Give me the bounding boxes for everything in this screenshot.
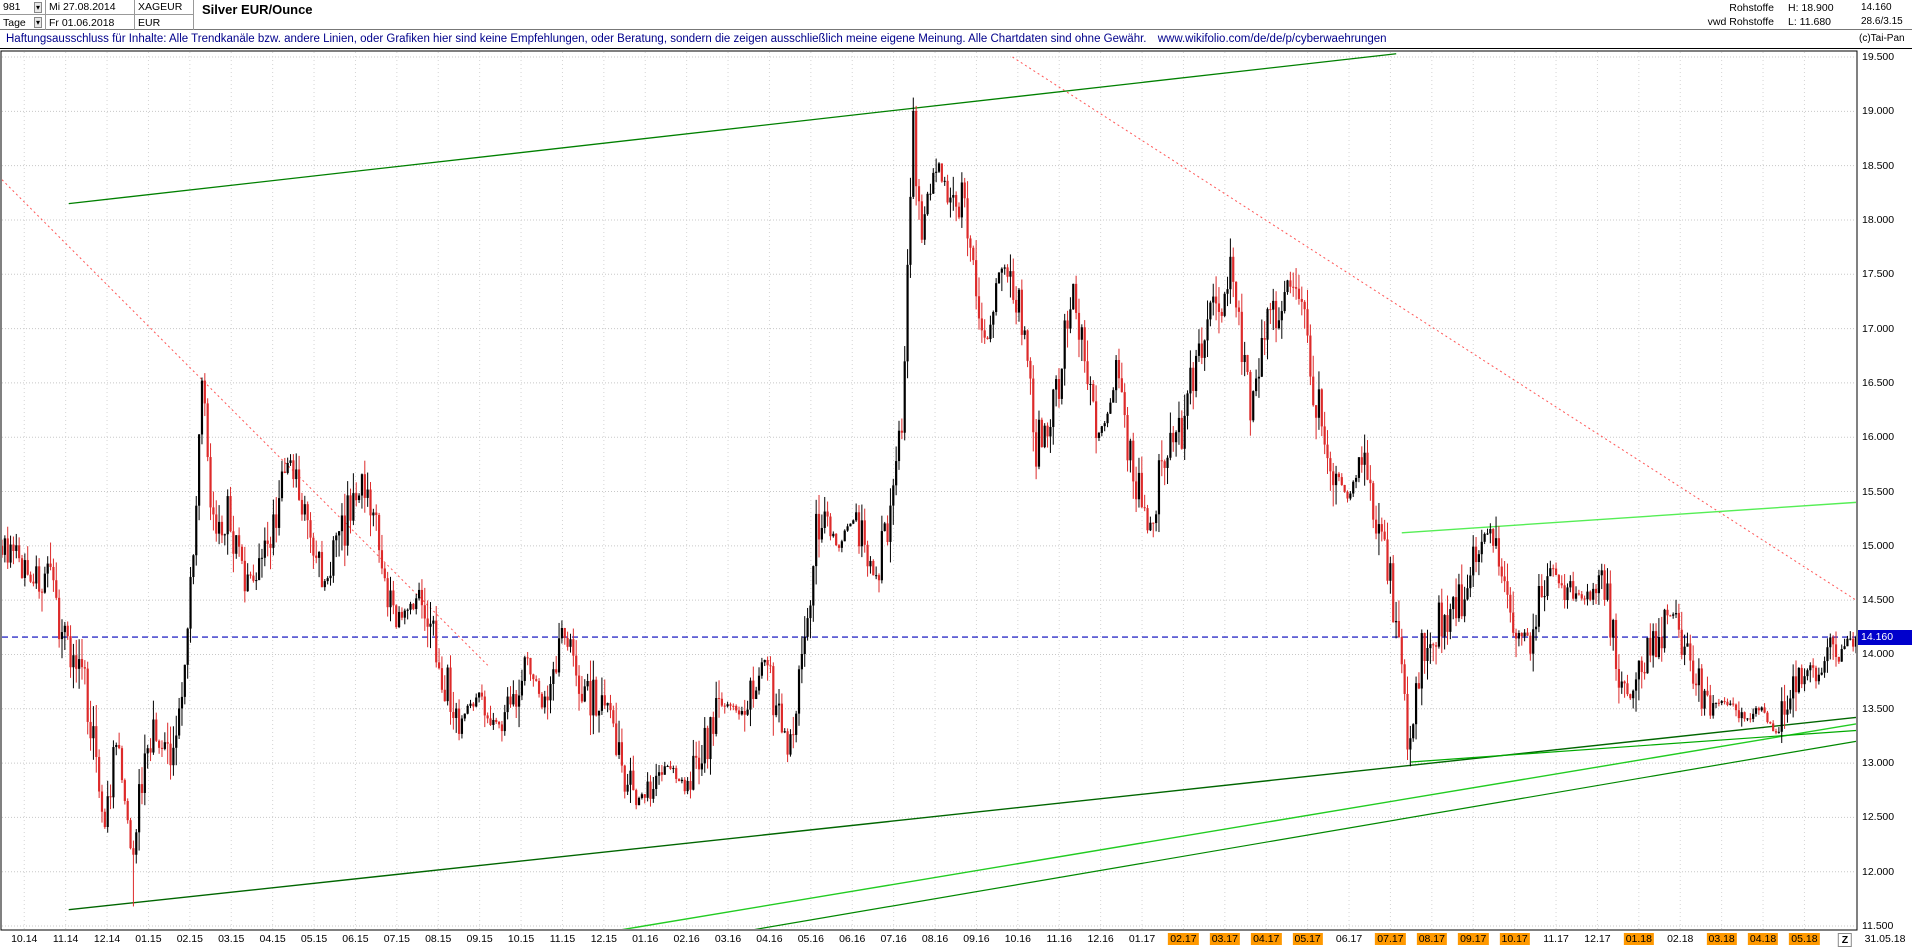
y-axis-label: 14.500: [1862, 594, 1895, 607]
x-axis-label: 12.14: [93, 933, 121, 945]
x-axis-label: 02.15: [176, 933, 203, 945]
x-axis-label: 03.15: [218, 933, 245, 945]
x-axis-label: 03.18: [1706, 933, 1737, 945]
x-axis-label: 08.16: [921, 933, 949, 945]
x-axis-label: 01.18: [1623, 933, 1654, 945]
y-axis-label: 15.000: [1862, 539, 1895, 552]
low-value: L: 11.680: [1788, 16, 1832, 28]
y-axis-label: 14.000: [1862, 648, 1895, 661]
x-axis-label: 04.15: [259, 933, 286, 945]
symbol-value: XAGEUR: [138, 1, 183, 13]
bars-count-value: 981: [3, 1, 21, 13]
x-axis-label: 10.17: [1499, 933, 1530, 945]
x-axis-label: 01.17: [1128, 933, 1156, 945]
x-axis-label: 05.15: [300, 933, 328, 945]
x-axis-label: 10.14: [11, 933, 38, 945]
x-axis-label: 07.17: [1375, 933, 1406, 945]
chevron-down-icon[interactable]: ▾: [33, 17, 42, 28]
last-price-top: 14.160: [1861, 2, 1892, 13]
x-axis-label: 06.16: [839, 933, 866, 945]
y-axis-label: 19.000: [1862, 105, 1895, 118]
page-title: Silver EUR/Ounce: [202, 2, 313, 17]
currency-code: EUR: [135, 15, 194, 30]
x-axis-label: 08.17: [1416, 933, 1447, 945]
x-axis-label: 11.15: [549, 933, 576, 945]
copyright-label: (c)Tai-Pan: [1859, 33, 1905, 44]
period-value: Tage: [3, 16, 26, 29]
x-axis-label: 06.15: [342, 933, 369, 945]
symbol-code: XAGEUR: [135, 0, 194, 15]
y-axis-label: 16.500: [1862, 376, 1895, 389]
period-select[interactable]: Tage ▾: [0, 15, 46, 30]
x-axis-label: 09.16: [963, 933, 990, 945]
x-axis-label: 01.15: [135, 933, 162, 945]
x-axis-label: 09.15: [466, 933, 493, 945]
disclaimer-link[interactable]: www.wikifolio.com/de/de/p/cyberwaehrunge…: [1157, 33, 1387, 45]
corner-info: 14.160 28.6/3.15: [1859, 1, 1912, 29]
x-axis-label: 02.18: [1667, 933, 1694, 945]
end-date: Fr 01.06.2018: [46, 15, 135, 30]
x-axis-label: 12.16: [1087, 933, 1114, 945]
y-axis-label: 17.500: [1862, 268, 1895, 281]
change-value: 28.6/3.15: [1861, 16, 1903, 27]
x-axis-label: 04.18: [1747, 933, 1779, 945]
high-value: H: 18.900: [1788, 2, 1834, 14]
x-axis-label: 02.16: [673, 933, 700, 945]
x-axis-label: 11.14: [52, 933, 79, 945]
disclaimer-bar: Haftungsausschluss für Inhalte: Alle Tre…: [0, 31, 1912, 49]
x-axis-label: 04.17: [1251, 933, 1282, 945]
bars-count-control[interactable]: 981 ▾: [0, 0, 46, 15]
last-price-tag-value: 14.160: [1861, 631, 1894, 644]
x-axis-label: 11.17: [1543, 933, 1569, 945]
x-axis-label: 10.16: [1004, 933, 1031, 945]
x-axis-label: 02.17: [1168, 933, 1199, 945]
price-chart-svg[interactable]: [0, 49, 1912, 952]
x-axis-label: 03.16: [714, 933, 742, 945]
x-axis-label: 07.15: [383, 933, 410, 945]
x-axis-label: 05.16: [797, 933, 824, 945]
y-axis-label: 16.000: [1862, 431, 1895, 444]
y-axis-label: 18.000: [1862, 213, 1895, 226]
end-date-value: Fr 01.06.2018: [49, 16, 115, 29]
quote-info: Rohstoffe H: 18.900 vwd Rohstoffe L: 11.68…: [1708, 1, 1852, 29]
y-axis-label: 15.500: [1862, 485, 1895, 498]
last-price-tag: 14.160: [1858, 630, 1912, 646]
y-axis-label: 12.500: [1862, 811, 1895, 824]
x-axis-label: 05.18: [1789, 933, 1820, 945]
x-axis-label: 07.16: [880, 933, 907, 945]
x-axis-label: 10.15: [507, 933, 535, 945]
disclaimer-text: Haftungsausschluss für Inhalte: Alle Tre…: [6, 33, 1147, 45]
y-axis-label: 13.000: [1862, 757, 1895, 770]
start-date-value: Mi 27.08.2014: [49, 1, 116, 13]
y-axis-label: 18.500: [1862, 159, 1895, 172]
x-axis-label: 03.17: [1209, 933, 1240, 945]
x-axis-label: 09.17: [1458, 933, 1489, 945]
source-label: vwd Rohstoffe: [1707, 16, 1774, 28]
topbar: 981 ▾ Mi 27.08.2014 XAGEUR Tage ▾ Fr 01.…: [0, 0, 1912, 30]
y-axis-label: 17.000: [1862, 322, 1895, 335]
chevron-down-icon[interactable]: ▾: [33, 1, 42, 13]
start-date: Mi 27.08.2014: [46, 0, 135, 15]
x-axis-label: 06.17: [1335, 933, 1363, 945]
y-axis-label: 12.000: [1862, 865, 1895, 878]
chart-controls: 981 ▾ Mi 27.08.2014 XAGEUR Tage ▾ Fr 01.…: [0, 0, 194, 30]
x-axis-label: 12.15: [590, 933, 617, 945]
y-axis-label: 13.500: [1862, 702, 1895, 715]
end-date-label: 31.05.18: [1864, 933, 1906, 945]
x-axis-label: 12.17: [1584, 933, 1611, 945]
end-marker[interactable]: Z: [1837, 933, 1853, 947]
x-axis-label: 05.17: [1292, 933, 1323, 945]
x-axis-label: 04.16: [756, 933, 783, 945]
category-label: Rohstoffe: [1729, 2, 1774, 14]
chart-area: 19.500 19.000 18.500 18.000 17.500 17.000 16.5…: [0, 49, 1912, 952]
x-axis-label: 01.16: [632, 933, 659, 945]
y-axis-label: 11.500: [1862, 920, 1894, 932]
x-axis-label: 08.15: [425, 933, 452, 945]
x-axis-label: 11.16: [1046, 933, 1072, 945]
currency-value: EUR: [138, 16, 161, 29]
y-axis-label: 19.500: [1862, 51, 1895, 63]
